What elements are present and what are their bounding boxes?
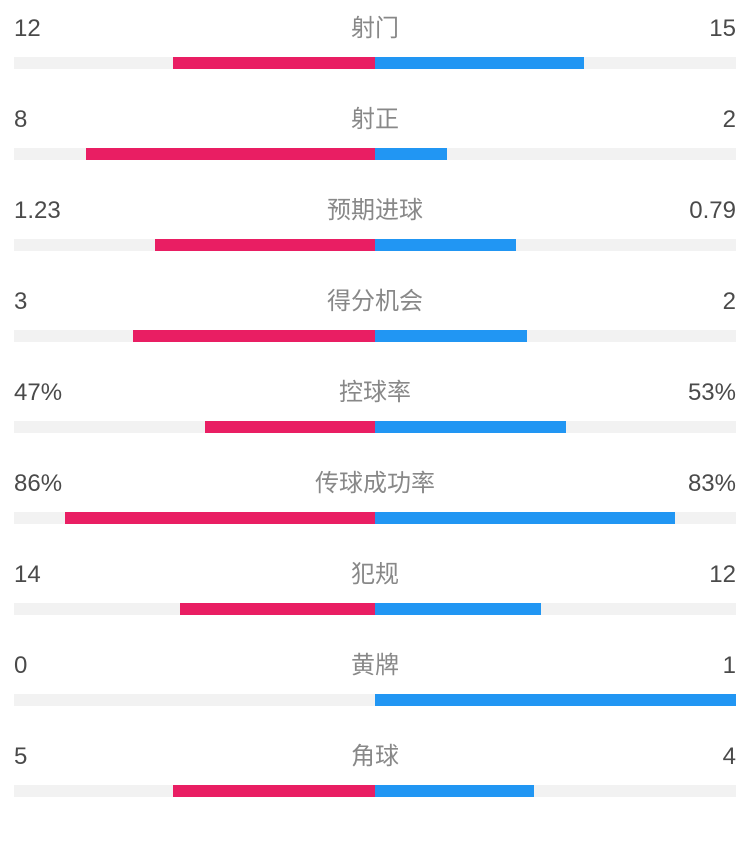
- stat-bar-right-fill: [375, 421, 566, 433]
- stat-row: 1.23预期进球0.79: [14, 190, 736, 251]
- stat-bar-track: [14, 239, 736, 251]
- stat-left-value: 12: [14, 15, 74, 43]
- stat-bar-right-half: [375, 330, 736, 342]
- stat-row: 5角球4: [14, 736, 736, 797]
- stat-bar-left-half: [14, 694, 375, 706]
- stat-bar-right-fill: [375, 785, 534, 797]
- stat-header: 8射正2: [14, 99, 736, 134]
- stat-left-value: 14: [14, 561, 74, 589]
- stat-label: 预期进球: [74, 190, 676, 225]
- stat-right-value: 1: [676, 652, 736, 680]
- stat-right-value: 12: [676, 561, 736, 589]
- stat-bar-left-half: [14, 57, 375, 69]
- stat-left-value: 8: [14, 106, 74, 134]
- stat-header: 14犯规12: [14, 554, 736, 589]
- stat-bar-track: [14, 148, 736, 160]
- stat-label: 黄牌: [74, 645, 676, 680]
- stat-bar-track: [14, 330, 736, 342]
- stat-right-value: 83%: [676, 470, 736, 498]
- stat-bar-right-fill: [375, 330, 527, 342]
- stat-bar-right-fill: [375, 57, 584, 69]
- stat-header: 3得分机会2: [14, 281, 736, 316]
- stat-bar-left-fill: [205, 421, 375, 433]
- stat-bar-left-fill: [155, 239, 375, 251]
- stat-left-value: 86%: [14, 470, 74, 498]
- stat-row: 47%控球率53%: [14, 372, 736, 433]
- stat-header: 0黄牌1: [14, 645, 736, 680]
- stat-bar-left-half: [14, 330, 375, 342]
- stat-right-value: 2: [676, 288, 736, 316]
- stat-label: 射门: [74, 8, 676, 43]
- stat-right-value: 4: [676, 743, 736, 771]
- stat-bar-right-half: [375, 239, 736, 251]
- stat-row: 0黄牌1: [14, 645, 736, 706]
- stat-bar-left-half: [14, 512, 375, 524]
- stat-bar-left-fill: [173, 57, 375, 69]
- stat-bar-left-half: [14, 603, 375, 615]
- stat-bar-right-half: [375, 421, 736, 433]
- stat-bar-right-half: [375, 603, 736, 615]
- stat-label: 射正: [74, 99, 676, 134]
- stat-bar-left-fill: [65, 512, 375, 524]
- stat-bar-right-fill: [375, 694, 736, 706]
- stat-row: 3得分机会2: [14, 281, 736, 342]
- stat-bar-left-half: [14, 239, 375, 251]
- stat-bar-left-fill: [86, 148, 375, 160]
- stat-header: 5角球4: [14, 736, 736, 771]
- stat-right-value: 2: [676, 106, 736, 134]
- stat-row: 12射门15: [14, 8, 736, 69]
- stat-bar-left-half: [14, 148, 375, 160]
- stat-left-value: 5: [14, 743, 74, 771]
- match-stats-container: 12射门158射正21.23预期进球0.793得分机会247%控球率53%86%…: [14, 8, 736, 797]
- stat-bar-track: [14, 512, 736, 524]
- stat-bar-track: [14, 57, 736, 69]
- stat-bar-right-half: [375, 785, 736, 797]
- stat-bar-right-fill: [375, 512, 675, 524]
- stat-bar-left-fill: [133, 330, 375, 342]
- stat-bar-right-half: [375, 148, 736, 160]
- stat-row: 14犯规12: [14, 554, 736, 615]
- stat-bar-right-fill: [375, 603, 541, 615]
- stat-bar-left-fill: [173, 785, 375, 797]
- stat-header: 12射门15: [14, 8, 736, 43]
- stat-header: 47%控球率53%: [14, 372, 736, 407]
- stat-bar-track: [14, 785, 736, 797]
- stat-bar-left-fill: [180, 603, 375, 615]
- stat-row: 86%传球成功率83%: [14, 463, 736, 524]
- stat-left-value: 1.23: [14, 197, 74, 225]
- stat-bar-track: [14, 421, 736, 433]
- stat-bar-left-half: [14, 785, 375, 797]
- stat-header: 1.23预期进球0.79: [14, 190, 736, 225]
- stat-bar-right-half: [375, 512, 736, 524]
- stat-bar-right-fill: [375, 148, 447, 160]
- stat-label: 传球成功率: [74, 463, 676, 498]
- stat-label: 得分机会: [74, 281, 676, 316]
- stat-bar-right-fill: [375, 239, 516, 251]
- stat-label: 角球: [74, 736, 676, 771]
- stat-right-value: 15: [676, 15, 736, 43]
- stat-bar-right-half: [375, 57, 736, 69]
- stat-bar-track: [14, 694, 736, 706]
- stat-header: 86%传球成功率83%: [14, 463, 736, 498]
- stat-bar-right-half: [375, 694, 736, 706]
- stat-bar-track: [14, 603, 736, 615]
- stat-left-value: 47%: [14, 379, 74, 407]
- stat-row: 8射正2: [14, 99, 736, 160]
- stat-left-value: 0: [14, 652, 74, 680]
- stat-label: 控球率: [74, 372, 676, 407]
- stat-left-value: 3: [14, 288, 74, 316]
- stat-label: 犯规: [74, 554, 676, 589]
- stat-right-value: 53%: [676, 379, 736, 407]
- stat-right-value: 0.79: [676, 197, 736, 225]
- stat-bar-left-half: [14, 421, 375, 433]
